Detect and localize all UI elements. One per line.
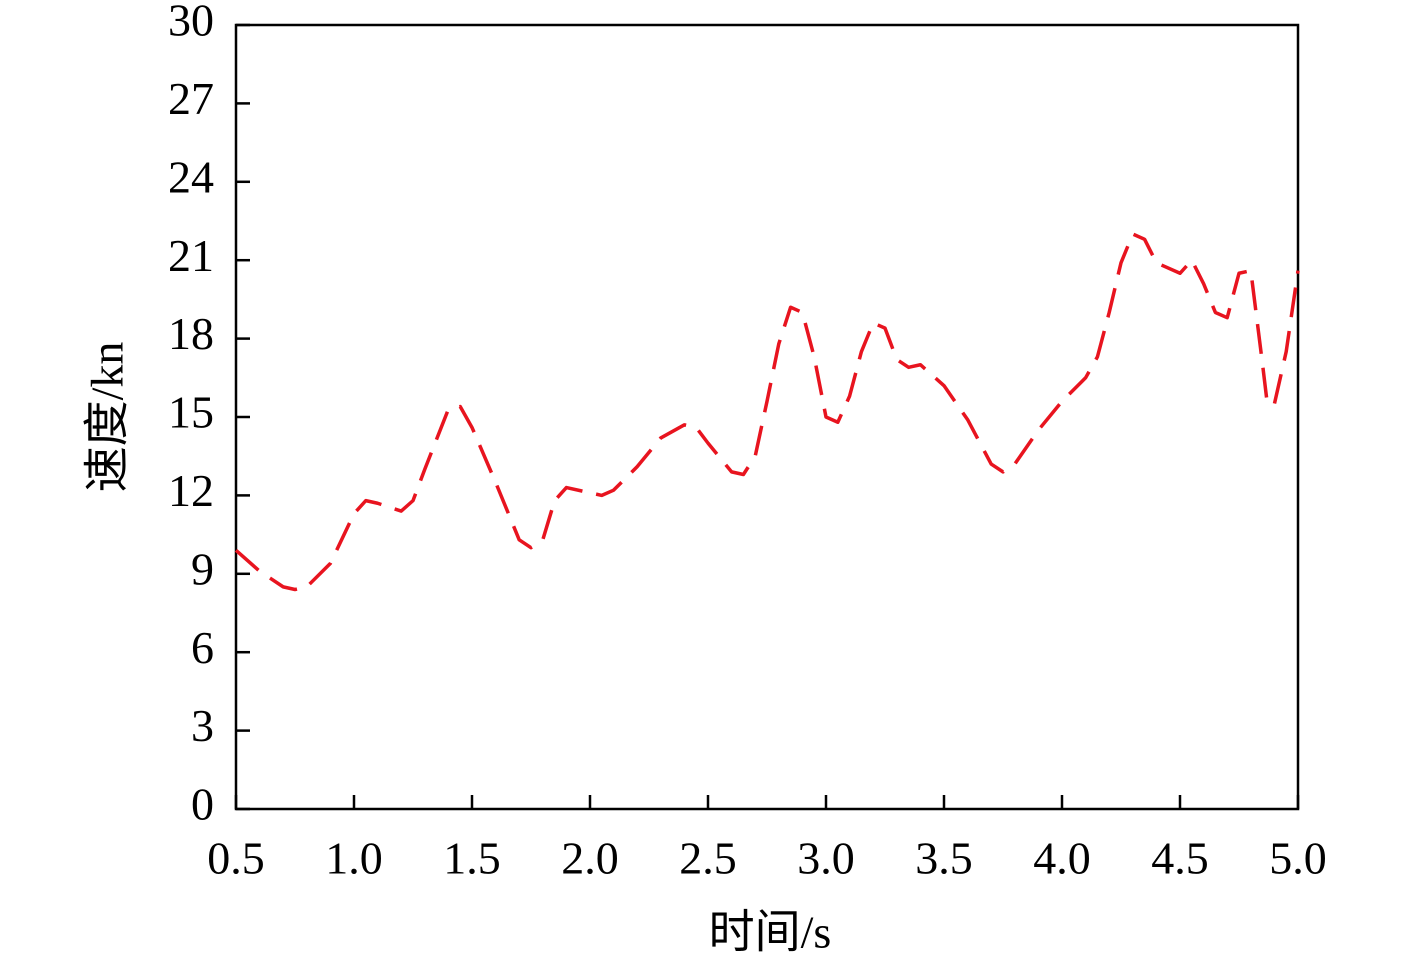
y-tick-label: 15 [168, 387, 214, 438]
y-tick-label: 21 [168, 230, 214, 281]
x-tick-label: 5.0 [1269, 833, 1327, 884]
x-tick-label: 1.5 [443, 833, 501, 884]
x-tick-label: 3.0 [797, 833, 855, 884]
y-axis-label: 速度/kn [82, 342, 133, 493]
x-tick-label: 0.5 [207, 833, 265, 884]
plot-frame [234, 23, 1300, 811]
x-tick-label: 4.0 [1033, 833, 1091, 884]
y-tick-label: 3 [191, 700, 214, 751]
speed-line [234, 232, 1300, 592]
x-tick-label: 1.0 [325, 833, 383, 884]
x-tick-label: 3.5 [915, 833, 973, 884]
x-axis-label: 时间/s [709, 907, 832, 958]
y-tick-label: 9 [191, 543, 214, 594]
y-tick-label: 12 [168, 465, 214, 516]
y-tick-label: 30 [168, 0, 214, 46]
x-tick-label: 2.0 [561, 833, 619, 884]
y-tick-label: 18 [168, 308, 214, 359]
x-tick-label: 4.5 [1151, 833, 1209, 884]
y-tick-label: 6 [191, 622, 214, 673]
y-tick-label: 0 [191, 779, 214, 830]
x-tick-label: 2.5 [679, 833, 737, 884]
y-tick-label: 24 [168, 151, 214, 202]
y-tick-label: 27 [168, 73, 214, 124]
